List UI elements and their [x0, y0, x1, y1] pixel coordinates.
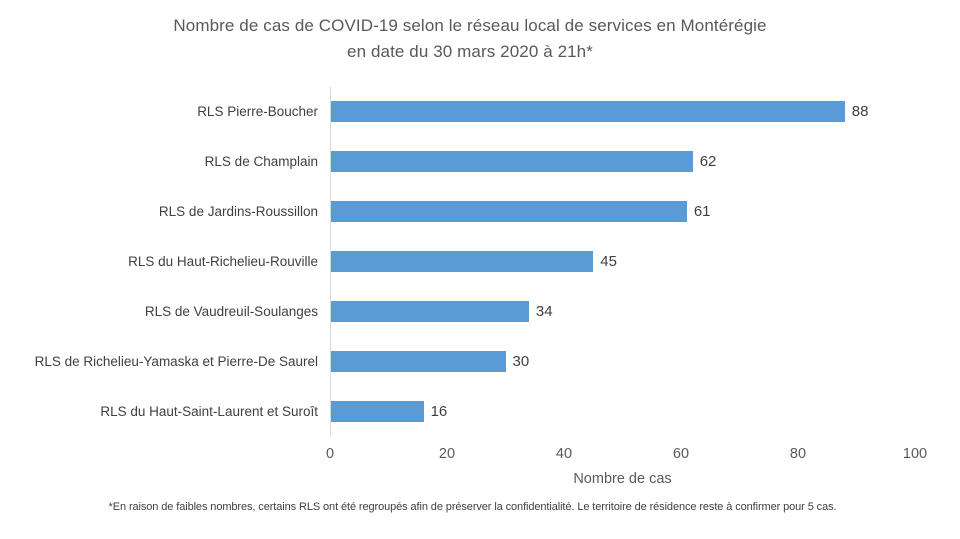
category-label: RLS de Jardins-Roussillon — [158, 203, 318, 219]
data-label: 34 — [535, 302, 553, 320]
bar — [330, 200, 687, 222]
bar — [330, 150, 693, 172]
x-tick-label: 20 — [438, 446, 456, 462]
data-label: 30 — [512, 352, 530, 370]
bar-track: 88 — [330, 100, 940, 122]
bar-row: RLS du Haut-Richelieu-Rouville 45 — [20, 236, 940, 286]
x-tick-label: 80 — [789, 446, 807, 462]
bar-row: RLS du Haut-Saint-Laurent et Suroît 16 — [20, 386, 940, 436]
y-axis-line — [330, 87, 331, 437]
category-label: RLS de Champlain — [204, 153, 318, 169]
data-label: 16 — [430, 402, 448, 420]
footnote: *En raison de faibles nombres, certains … — [108, 501, 837, 513]
category-label: RLS de Richelieu-Yamaska et Pierre-De Sa… — [34, 353, 318, 369]
bar-row: RLS de Vaudreuil-Soulanges 34 — [20, 286, 940, 336]
x-tick-label: 0 — [325, 446, 335, 462]
bar-track: 30 — [330, 350, 940, 372]
data-label: 62 — [699, 152, 717, 170]
bar-track: 45 — [330, 250, 940, 272]
bar — [330, 400, 424, 422]
category-label: RLS du Haut-Richelieu-Rouville — [128, 253, 318, 269]
bar-row: RLS de Champlain 62 — [20, 136, 940, 186]
bar-row: RLS Pierre-Boucher 88 — [20, 86, 940, 136]
bar — [330, 250, 594, 272]
data-label: 61 — [693, 202, 711, 220]
category-label: RLS de Vaudreuil-Soulanges — [144, 303, 318, 319]
bar-chart-rows: RLS Pierre-Boucher 88 RLS de Champlain 62 RL… — [20, 86, 940, 436]
bar-track: 16 — [330, 400, 940, 422]
chart-title: Nombre de cas de COVID-19 selon le résea… — [0, 13, 940, 65]
x-axis-title: Nombre de cas — [573, 471, 672, 487]
x-tick-label: 60 — [672, 446, 690, 462]
bar-track: 34 — [330, 300, 940, 322]
bar — [330, 350, 506, 372]
bar — [330, 100, 845, 122]
x-axis-ticks: 0 20 40 60 80 100 — [326, 446, 927, 464]
chart-title-line2: en date du 30 mars 2020 à 21h* — [347, 42, 593, 61]
bar-track: 61 — [330, 200, 940, 222]
chart-title-line1: Nombre de cas de COVID-19 selon le résea… — [173, 16, 767, 35]
bar-row: RLS de Jardins-Roussillon 61 — [20, 186, 940, 236]
bar — [330, 300, 529, 322]
bar-row: RLS de Richelieu-Yamaska et Pierre-De Sa… — [20, 336, 940, 386]
x-tick-label: 100 — [902, 446, 928, 462]
data-label: 45 — [600, 252, 617, 270]
category-label: RLS du Haut-Saint-Laurent et Suroît — [100, 403, 318, 419]
data-label: 88 — [851, 102, 869, 120]
bar-track: 62 — [330, 150, 940, 172]
x-tick-label: 40 — [555, 446, 573, 462]
category-label: RLS Pierre-Boucher — [197, 103, 318, 119]
